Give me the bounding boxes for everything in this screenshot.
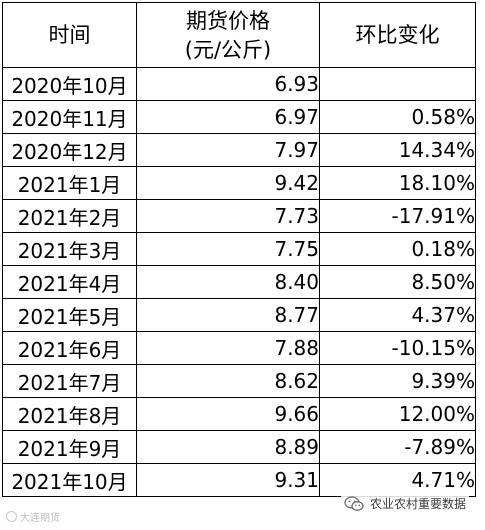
cell-change: -17.91% bbox=[319, 199, 476, 233]
cell-time: 2021年10月 bbox=[2, 463, 137, 497]
table-row: 2021年7月 8.62 9.39% bbox=[2, 364, 476, 398]
cell-time: 2021年6月 bbox=[2, 331, 137, 365]
wechat-icon bbox=[344, 495, 364, 512]
cell-time: 2021年8月 bbox=[2, 397, 137, 431]
header-price-line1: 期货价格 bbox=[186, 9, 270, 33]
cell-price: 8.77 bbox=[136, 298, 320, 332]
cell-price: 6.97 bbox=[136, 100, 320, 134]
futures-price-table: 时间 期货价格 (元/公斤) 环比变化 2020年10月 6.93 2020年1… bbox=[2, 2, 476, 497]
cell-price: 7.88 bbox=[136, 331, 320, 365]
header-time: 时间 bbox=[2, 2, 137, 68]
cell-time: 2021年5月 bbox=[2, 298, 137, 332]
watermark-left-text: 大连期货 bbox=[20, 513, 60, 524]
cell-price: 9.31 bbox=[136, 463, 320, 497]
cell-time: 2021年3月 bbox=[2, 232, 137, 266]
cell-change: 14.34% bbox=[319, 133, 476, 167]
watermark-right-text: 农业农村重要数据 bbox=[369, 497, 466, 511]
cell-price: 9.42 bbox=[136, 166, 320, 200]
cell-price: 7.73 bbox=[136, 199, 320, 233]
table-row: 2020年10月 6.93 bbox=[2, 67, 476, 101]
cell-change: -10.15% bbox=[319, 331, 476, 365]
table-row: 2020年12月 7.97 14.34% bbox=[2, 133, 476, 167]
cell-price: 8.62 bbox=[136, 364, 320, 398]
cell-change: 8.50% bbox=[319, 265, 476, 299]
cell-change: 12.00% bbox=[319, 397, 476, 431]
account-watermark: 农业农村重要数据 bbox=[340, 493, 469, 514]
cell-time: 2021年4月 bbox=[2, 265, 137, 299]
cell-time: 2020年12月 bbox=[2, 133, 137, 167]
table-row: 2021年9月 8.89 -7.89% bbox=[2, 430, 476, 464]
header-row: 时间 期货价格 (元/公斤) 环比变化 bbox=[2, 2, 476, 68]
cell-price: 7.75 bbox=[136, 232, 320, 266]
table-row: 2021年8月 9.66 12.00% bbox=[2, 397, 476, 431]
cell-change: 18.10% bbox=[319, 166, 476, 200]
table-row: 2021年1月 9.42 18.10% bbox=[2, 166, 476, 200]
cell-price: 8.40 bbox=[136, 265, 320, 299]
table-row: 2021年3月 7.75 0.18% bbox=[2, 232, 476, 266]
watermark-logo-icon bbox=[6, 511, 17, 522]
table-row: 2021年4月 8.40 8.50% bbox=[2, 265, 476, 299]
header-change: 环比变化 bbox=[319, 2, 476, 68]
cell-time: 2021年2月 bbox=[2, 199, 137, 233]
cell-price: 8.89 bbox=[136, 430, 320, 464]
cell-price: 6.93 bbox=[136, 67, 320, 101]
cell-time: 2021年1月 bbox=[2, 166, 137, 200]
cell-change bbox=[319, 67, 476, 101]
cell-time: 2020年11月 bbox=[2, 100, 137, 134]
header-price-line2: (元/公斤) bbox=[184, 38, 272, 62]
table-row: 2020年11月 6.97 0.58% bbox=[2, 100, 476, 134]
table-row: 2021年10月 9.31 4.71% bbox=[2, 463, 476, 497]
table-row: 2021年2月 7.73 -17.91% bbox=[2, 199, 476, 233]
cell-change: 4.37% bbox=[319, 298, 476, 332]
source-watermark: 大连期货 bbox=[6, 509, 60, 524]
cell-change: 9.39% bbox=[319, 364, 476, 398]
table-row: 2021年6月 7.88 -10.15% bbox=[2, 331, 476, 365]
cell-time: 2021年9月 bbox=[2, 430, 137, 464]
cell-change: 4.71% bbox=[319, 463, 476, 497]
header-price: 期货价格 (元/公斤) bbox=[136, 2, 320, 68]
cell-time: 2020年10月 bbox=[2, 67, 137, 101]
cell-price: 9.66 bbox=[136, 397, 320, 431]
cell-change: -7.89% bbox=[319, 430, 476, 464]
table-row: 2021年5月 8.77 4.37% bbox=[2, 298, 476, 332]
cell-change: 0.18% bbox=[319, 232, 476, 266]
cell-time: 2021年7月 bbox=[2, 364, 137, 398]
cell-price: 7.97 bbox=[136, 133, 320, 167]
cell-change: 0.58% bbox=[319, 100, 476, 134]
